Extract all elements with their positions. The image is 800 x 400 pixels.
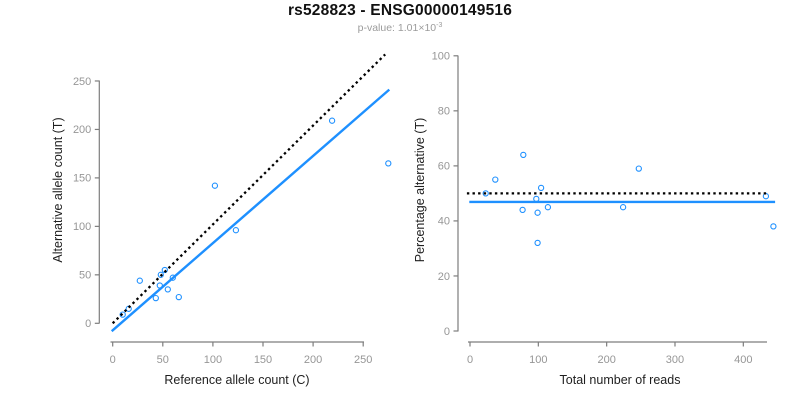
y-tick-label: 40 (438, 216, 450, 228)
x-tick-label: 300 (666, 354, 684, 366)
identity-dotted-line (111, 53, 387, 325)
y-tick-label: 0 (85, 318, 91, 330)
x-tick-label: 100 (204, 354, 222, 366)
data-point (534, 209, 541, 216)
x-tick-label: 250 (354, 354, 372, 366)
x-tick-label: 400 (734, 354, 752, 366)
data-point (385, 160, 392, 167)
y-tick-label: 100 (432, 51, 450, 63)
percentage-alternative-scatter: 0 100 200 300 400 0 20 40 60 80 100 Total number of… (413, 51, 777, 387)
y-tick-label: 80 (438, 106, 450, 118)
data-point (136, 277, 143, 284)
data-point (211, 182, 219, 189)
x-tick-label: 200 (597, 354, 615, 366)
x-tick-label: 100 (529, 354, 547, 366)
x-tick-label: 200 (304, 354, 322, 366)
data-point (482, 190, 489, 197)
data-point (157, 271, 164, 278)
p-value-subtitle: p-value: 1.01×10-3 (0, 22, 800, 34)
y-tick-label: 20 (438, 271, 450, 283)
data-point (534, 239, 541, 247)
regression-fit-line (110, 88, 391, 333)
x-tick-label: 150 (254, 354, 272, 366)
data-point (161, 266, 168, 274)
data-point (537, 184, 545, 192)
p-value-exponent: -3 (436, 22, 443, 29)
data-point (328, 117, 336, 124)
x-tick-label: 50 (157, 354, 169, 366)
data-point (169, 274, 176, 281)
p-value-mantissa: 1.01×10 (397, 22, 437, 34)
x-axis-title: Reference allele count (C) (164, 373, 309, 387)
data-point (635, 165, 642, 172)
y-tick-label: 250 (73, 76, 91, 88)
data-point (175, 293, 182, 301)
y-tick-label: 150 (73, 173, 91, 185)
data-point (164, 286, 171, 293)
data-point (492, 176, 499, 183)
y-axis-title: Percentage alternative (T) (413, 118, 427, 263)
data-point (619, 204, 627, 211)
y-tick-label: 0 (444, 326, 450, 338)
data-point (520, 151, 527, 159)
data-point (770, 223, 777, 230)
p-value-prefix: p-value: (357, 22, 398, 34)
y-axis-title: Alternative allele count (T) (51, 117, 65, 262)
x-tick-label: 0 (110, 354, 116, 366)
data-point (152, 294, 159, 302)
allele-count-scatter: 0 50 100 150 200 250 0 50 100 150 200 250 Reference … (51, 53, 392, 387)
x-axis-title: Total number of reads (560, 373, 681, 387)
y-tick-label: 50 (79, 270, 91, 282)
plot-title: rs528823 - ENSG00000149516 (287, 2, 513, 19)
x-tick-label: 0 (467, 354, 473, 366)
y-tick-label: 100 (73, 221, 91, 233)
y-tick-label: 200 (73, 124, 91, 136)
y-tick-label: 60 (438, 161, 450, 173)
data-point (544, 204, 552, 211)
data-point (232, 227, 240, 234)
data-point (519, 206, 526, 214)
